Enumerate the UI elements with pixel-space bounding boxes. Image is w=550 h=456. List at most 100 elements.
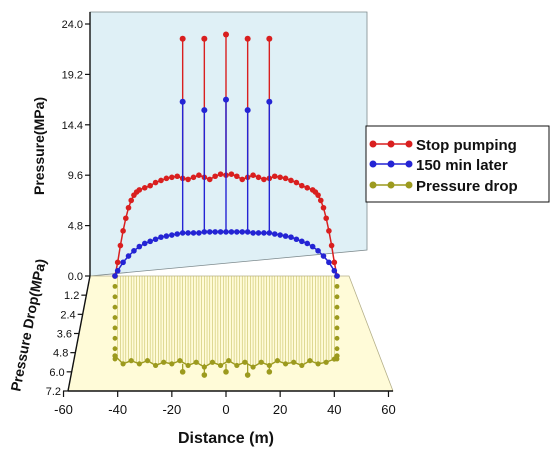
legend-item-pressure-drop: Pressure drop xyxy=(369,178,518,195)
pressure-drop-point xyxy=(112,325,118,331)
pressure-drop-point xyxy=(234,362,240,369)
stop-pumping-point xyxy=(163,175,170,182)
x-axis-label: Distance (m) xyxy=(178,430,274,447)
lower-panel-floor xyxy=(67,275,394,392)
pressure-drop-point xyxy=(169,361,175,367)
stop-pumping-point xyxy=(147,182,153,189)
lower-y-tick-label: 2.4 xyxy=(60,309,75,321)
stop-pumping-point xyxy=(217,171,224,177)
stop-pumping-point xyxy=(174,173,181,180)
pressure-drop-point xyxy=(120,361,126,367)
150-min-later-point xyxy=(304,240,311,247)
150-min-later-point xyxy=(277,232,283,238)
150-min-later-point xyxy=(112,273,118,279)
150-min-later-point xyxy=(169,232,175,238)
lower-y-tick-label: 3.6 xyxy=(57,329,72,341)
pressure-drop-point xyxy=(144,358,151,364)
upper-y-tick-label: 9.6 xyxy=(68,170,83,182)
pressure-drop-point xyxy=(193,359,199,365)
lower-y-ticks: 1.2 2.4 3.6 4.8 6.0 7.2 xyxy=(46,290,87,398)
legend-item-150-min-later: 150 min later xyxy=(369,157,508,174)
150-min-later-point xyxy=(206,229,213,235)
upper-panel-backplane xyxy=(89,11,368,277)
stop-pumping-point xyxy=(212,173,218,180)
stop-pumping-point xyxy=(114,259,121,266)
legend-label: 150 min later xyxy=(416,157,508,174)
upper-y-tick-label: 14.4 xyxy=(62,120,83,132)
150-min-later-point xyxy=(288,234,294,240)
upper-y-tick-label: 24.0 xyxy=(62,19,83,31)
stop-pumping-point xyxy=(261,176,267,183)
legend-label: Pressure drop xyxy=(416,178,518,195)
upper-y-ticks: 0.0 4.8 9.6 14.4 19.2 24.0 xyxy=(62,19,90,283)
legend-label: Stop pumping xyxy=(416,137,517,154)
stop-pumping-point xyxy=(125,204,132,211)
pressure-drop-point xyxy=(152,362,159,369)
stop-pumping-point xyxy=(169,174,175,181)
pressure-drop-point xyxy=(334,353,340,359)
pressure-drop-point xyxy=(201,372,208,378)
upper-y-tick-label: 0.0 xyxy=(68,271,83,283)
pressure-drop-point xyxy=(307,358,313,364)
legend-swatch-marker xyxy=(405,181,413,189)
pressure-drop-point xyxy=(334,335,340,341)
pressure-drop-point xyxy=(266,369,273,375)
lower-y-axis-label: Pressure Drop(MPa) xyxy=(7,257,48,392)
pressure-drop-point xyxy=(185,362,191,369)
stop-pumping-point xyxy=(271,173,278,180)
stop-pumping-point xyxy=(234,173,240,180)
pressure-drop-point xyxy=(161,359,167,365)
stop-pumping-point xyxy=(120,228,126,234)
pressure-drop-point xyxy=(258,359,264,365)
stop-pumping-point xyxy=(320,204,327,211)
stop-pumping-point xyxy=(331,259,338,266)
150-min-later-point xyxy=(234,229,240,235)
150-min-later-point xyxy=(261,230,267,236)
stop-pumping-point xyxy=(152,179,159,186)
stop-pumping-point xyxy=(277,174,283,181)
pressure-drop-point xyxy=(136,361,142,367)
stop-pumping-point xyxy=(304,185,311,191)
legend-swatch-marker xyxy=(387,181,395,189)
stop-pumping-point xyxy=(206,176,213,183)
150-min-later-point xyxy=(163,233,170,239)
x-tick-label: 60 xyxy=(381,402,395,417)
150-min-later-point xyxy=(223,96,229,103)
pressure-drop-point xyxy=(334,283,340,289)
lower-y-tick-label: 1.2 xyxy=(64,290,79,302)
150-min-later-point xyxy=(315,248,321,254)
x-ticks: -60 -40 -20 0 20 40 60 xyxy=(54,391,396,417)
pressure-drop-point xyxy=(179,369,186,375)
stop-pumping-point xyxy=(299,182,305,189)
stop-pumping-point xyxy=(190,174,197,181)
legend-swatch-marker xyxy=(387,140,395,148)
x-tick-label: 40 xyxy=(327,402,341,417)
150-min-later-point xyxy=(320,253,327,259)
stop-pumping-point xyxy=(326,228,332,234)
legend-item-stop-pumping: Stop pumping xyxy=(369,137,517,154)
stop-pumping-point xyxy=(328,242,335,249)
x-tick-label: -40 xyxy=(108,402,127,417)
x-tick-label: 0 xyxy=(222,402,229,417)
pressure-drop-point xyxy=(334,294,340,300)
150-min-later-point xyxy=(331,267,338,274)
pressure-drop-point xyxy=(112,335,118,341)
stop-pumping-point xyxy=(201,35,208,42)
150-min-later-point xyxy=(190,230,197,236)
upper-y-tick-label: 4.8 xyxy=(68,221,83,233)
150-min-later-point xyxy=(185,230,191,236)
lower-y-tick-label: 4.8 xyxy=(53,348,68,360)
150-min-later-point xyxy=(309,243,316,250)
stop-pumping-point xyxy=(158,177,164,184)
pressure-drop-point xyxy=(334,325,340,331)
stop-pumping-point xyxy=(185,176,191,183)
stop-pumping-point xyxy=(117,242,124,249)
legend-swatch-marker xyxy=(405,140,413,148)
stop-pumping-point xyxy=(141,185,148,191)
stop-pumping-point xyxy=(223,31,229,38)
150-min-later-point xyxy=(299,238,305,245)
stop-pumping-point xyxy=(293,179,300,186)
150-min-later-point xyxy=(255,230,262,236)
legend-swatch-marker xyxy=(369,160,377,168)
